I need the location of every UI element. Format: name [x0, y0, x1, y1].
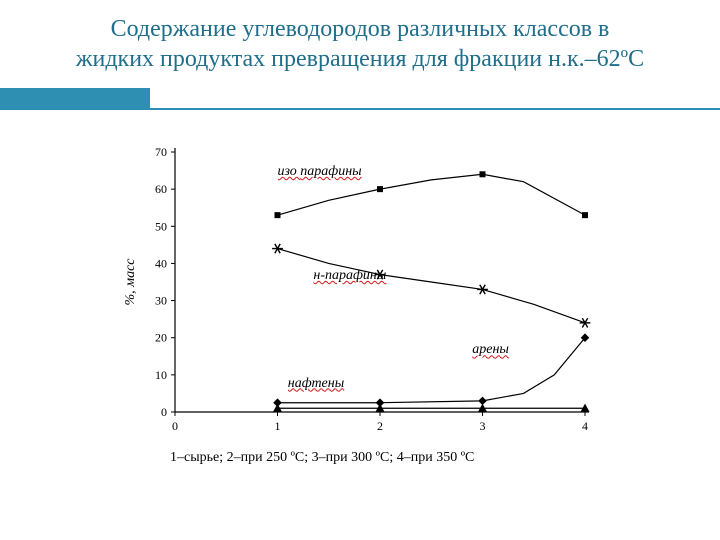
svg-text:2: 2	[377, 419, 383, 433]
svg-text:40: 40	[155, 256, 167, 270]
title-line-1: Содержание углеводородов различных класс…	[111, 16, 610, 42]
svg-text:70: 70	[155, 145, 167, 159]
svg-text:20: 20	[155, 331, 167, 345]
accent-underline	[150, 88, 720, 110]
svg-text:0: 0	[161, 405, 167, 419]
svg-text:50: 50	[155, 219, 167, 233]
hydrocarbon-chart: 01020304050607001234%, массизо парафинын…	[120, 140, 600, 440]
chart-caption: 1–сырье; 2–при 250 ºС; 3–при 300 ºС; 4–п…	[170, 450, 474, 466]
svg-text:10: 10	[155, 368, 167, 382]
svg-text:%, масс: %, масс	[123, 258, 138, 306]
svg-text:1: 1	[275, 419, 281, 433]
svg-text:3: 3	[480, 419, 486, 433]
svg-text:60: 60	[155, 182, 167, 196]
svg-text:4: 4	[582, 419, 588, 433]
title-line-2: жидких продуктах превращения для фракции…	[76, 46, 644, 72]
svg-text:30: 30	[155, 294, 167, 308]
svg-text:0: 0	[172, 419, 178, 433]
accent-bar	[0, 88, 150, 110]
page-title: Содержание углеводородов различных класс…	[40, 14, 680, 74]
